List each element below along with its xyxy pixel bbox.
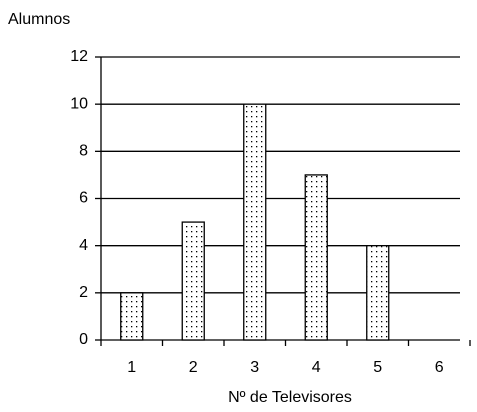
y-tick-label: 4: [79, 237, 88, 254]
x-tick-label: 2: [189, 359, 198, 376]
bar: [243, 103, 267, 341]
x-tick-label: 5: [373, 359, 382, 376]
y-tick-label: 6: [79, 190, 88, 207]
bar: [181, 221, 205, 341]
bar: [366, 245, 390, 341]
x-tick-label: 3: [250, 359, 259, 376]
y-tick-label: 8: [79, 143, 88, 160]
y-tick-label: 12: [70, 48, 88, 65]
x-axis-title: Nº de Televisores: [228, 389, 352, 406]
bar: [304, 174, 328, 341]
y-tick-label: 10: [70, 95, 88, 112]
x-tick-label: 4: [312, 359, 321, 376]
bar: [120, 292, 144, 341]
y-tick-label: 0: [79, 331, 88, 348]
x-tick-label: 1: [127, 359, 136, 376]
y-axis-title: Alumnos: [8, 11, 70, 28]
x-tick-label: 6: [435, 359, 444, 376]
y-tick-label: 2: [79, 284, 88, 301]
